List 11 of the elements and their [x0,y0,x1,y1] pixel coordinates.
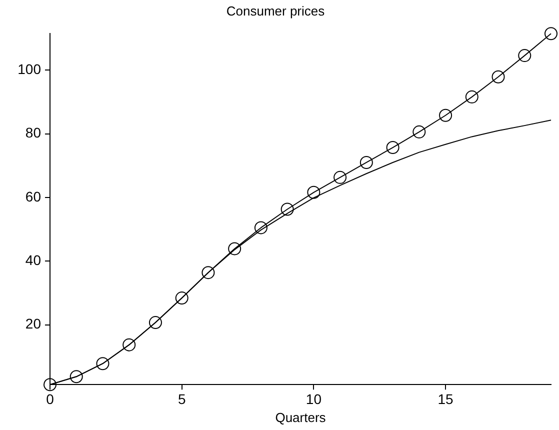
y-tick-label: 40 [25,252,42,268]
chart-title: Consumer prices [226,3,326,18]
y-tick-label: 100 [18,61,42,78]
y-tick-label: 20 [25,316,42,332]
x-axis-title: Quarters [275,410,326,425]
x-tick-label: 5 [178,390,186,407]
x-tick-label: 15 [438,390,454,407]
y-tick-label: 60 [25,188,42,204]
x-tick-label: 10 [306,390,322,407]
x-tick-label: 0 [46,390,54,407]
y-tick-label: 80 [25,124,42,141]
